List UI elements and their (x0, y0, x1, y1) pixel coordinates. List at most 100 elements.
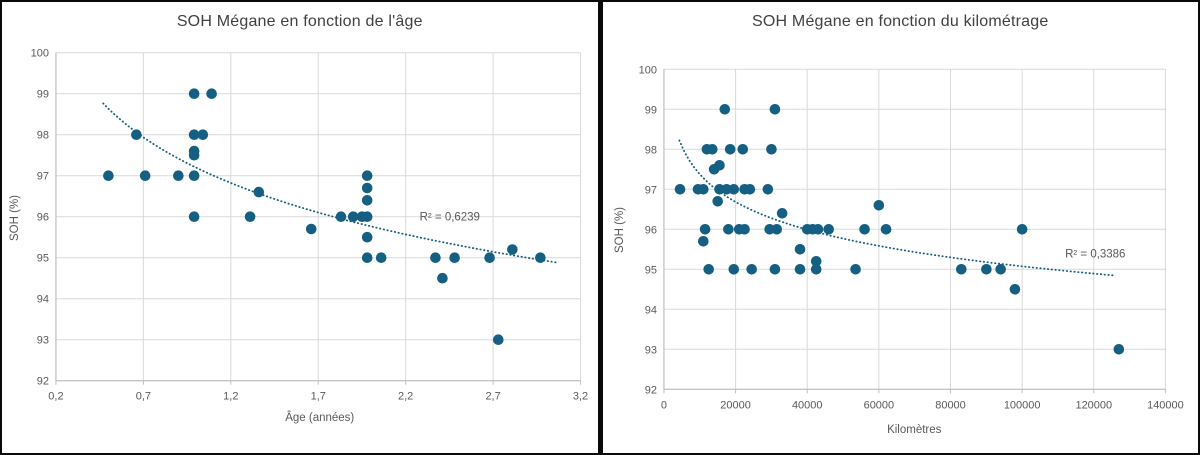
svg-text:97: 97 (37, 171, 49, 183)
trendline (102, 102, 557, 264)
data-point (492, 334, 504, 346)
data-point (449, 252, 460, 263)
data-point (188, 149, 200, 161)
svg-text:92: 92 (644, 384, 656, 396)
svg-text:93: 93 (37, 335, 49, 347)
data-point (873, 200, 884, 211)
data-point (361, 252, 373, 263)
svg-text:3,2: 3,2 (573, 391, 588, 403)
data-point (173, 170, 184, 181)
data-point (699, 224, 710, 235)
data-point (810, 264, 822, 275)
svg-text:97: 97 (644, 184, 656, 196)
r-squared-label: R² = 0,3386 (1065, 248, 1125, 260)
data-point (849, 264, 861, 275)
data-point (535, 252, 546, 263)
x-tick-labels: 0 20000 40000 60000 80000 100000 120000 140000 (660, 399, 1183, 411)
data-point (980, 264, 992, 275)
data-point (430, 252, 441, 263)
x-axis-label-km: Kilomètres (887, 424, 942, 436)
chart-panel-km: SOH Mégane en fonction du kilométrage R²… (602, 2, 1198, 453)
data-point (1009, 284, 1020, 295)
data-point (1113, 344, 1124, 355)
svg-text:1,2: 1,2 (223, 391, 238, 403)
data-point (206, 88, 217, 99)
svg-text:93: 93 (644, 344, 656, 356)
y-axis-label-age: SOH (%) (9, 195, 21, 241)
gridlines (55, 52, 582, 382)
svg-text:95: 95 (37, 253, 49, 265)
svg-text:96: 96 (37, 212, 49, 224)
data-point (994, 264, 1006, 275)
data-point (335, 211, 347, 222)
data-point (674, 184, 685, 195)
data-point (361, 182, 373, 194)
svg-text:96: 96 (644, 224, 656, 236)
data-point (697, 236, 709, 247)
r-squared-label: R² = 0,6239 (420, 212, 480, 224)
data-point (724, 144, 735, 155)
data-point (188, 211, 200, 222)
svg-text:98: 98 (37, 130, 49, 142)
data-point (244, 211, 256, 222)
data-point (103, 170, 114, 181)
data-point (361, 211, 373, 222)
y-tick-labels: 92 93 94 95 96 97 98 99 100 (31, 48, 49, 388)
svg-text:2,2: 2,2 (398, 391, 413, 403)
data-points (103, 88, 546, 346)
data-point (727, 264, 739, 275)
svg-text:140000: 140000 (1147, 399, 1184, 411)
data-point (1016, 224, 1027, 235)
data-point (197, 129, 209, 140)
data-point (361, 195, 373, 206)
data-point (702, 264, 714, 275)
data-point (507, 244, 518, 255)
data-points (674, 104, 1124, 355)
scatter-plot-age: R² = 0,6239 0,2 0,7 1,2 1,7 2,2 2,7 3,2 92 93 94 95… (31, 48, 589, 403)
data-point (139, 170, 151, 181)
svg-text:99: 99 (644, 104, 656, 116)
svg-text:60000: 60000 (863, 399, 894, 411)
data-point (375, 252, 387, 263)
data-point (722, 224, 734, 235)
data-point (744, 184, 755, 195)
svg-text:0,2: 0,2 (48, 391, 63, 403)
data-point (253, 186, 265, 198)
svg-text:20000: 20000 (720, 399, 751, 411)
svg-text:98: 98 (644, 144, 656, 156)
data-point (188, 170, 200, 181)
scatter-plot-km: R² = 0,3386 0 20000 40000 60000 80000 100000 12… (638, 64, 1183, 411)
svg-text:1,7: 1,7 (311, 391, 326, 403)
svg-text:100: 100 (31, 48, 49, 60)
data-point (812, 224, 823, 235)
data-point (305, 223, 317, 235)
chart-panel-age: SOH Mégane en fonction de l'âge R² = 0,6… (2, 2, 598, 453)
svg-text:94: 94 (37, 294, 49, 306)
panel-divider (597, 2, 603, 453)
axes (55, 52, 582, 385)
data-point (769, 264, 780, 275)
svg-text:0,7: 0,7 (136, 391, 151, 403)
data-point (822, 224, 834, 235)
data-point (706, 144, 718, 155)
data-point (745, 264, 757, 275)
data-point (858, 224, 870, 235)
data-point (361, 170, 373, 181)
y-tick-labels: 92 93 94 95 96 97 98 99 100 (638, 64, 656, 396)
data-point (188, 129, 200, 140)
svg-text:80000: 80000 (935, 399, 966, 411)
chart-title-age: SOH Mégane en fonction de l'âge (176, 13, 423, 30)
data-point (762, 184, 773, 195)
data-point (697, 184, 709, 195)
data-point (736, 144, 748, 155)
data-point (131, 129, 142, 140)
svg-text:0: 0 (660, 399, 666, 411)
svg-text:100000: 100000 (1003, 399, 1040, 411)
data-point (711, 196, 723, 207)
data-point (484, 252, 495, 263)
svg-text:2,7: 2,7 (485, 391, 500, 403)
data-point (955, 264, 967, 275)
data-point (738, 224, 750, 235)
x-axis-label-age: Âge (années) (285, 412, 355, 424)
